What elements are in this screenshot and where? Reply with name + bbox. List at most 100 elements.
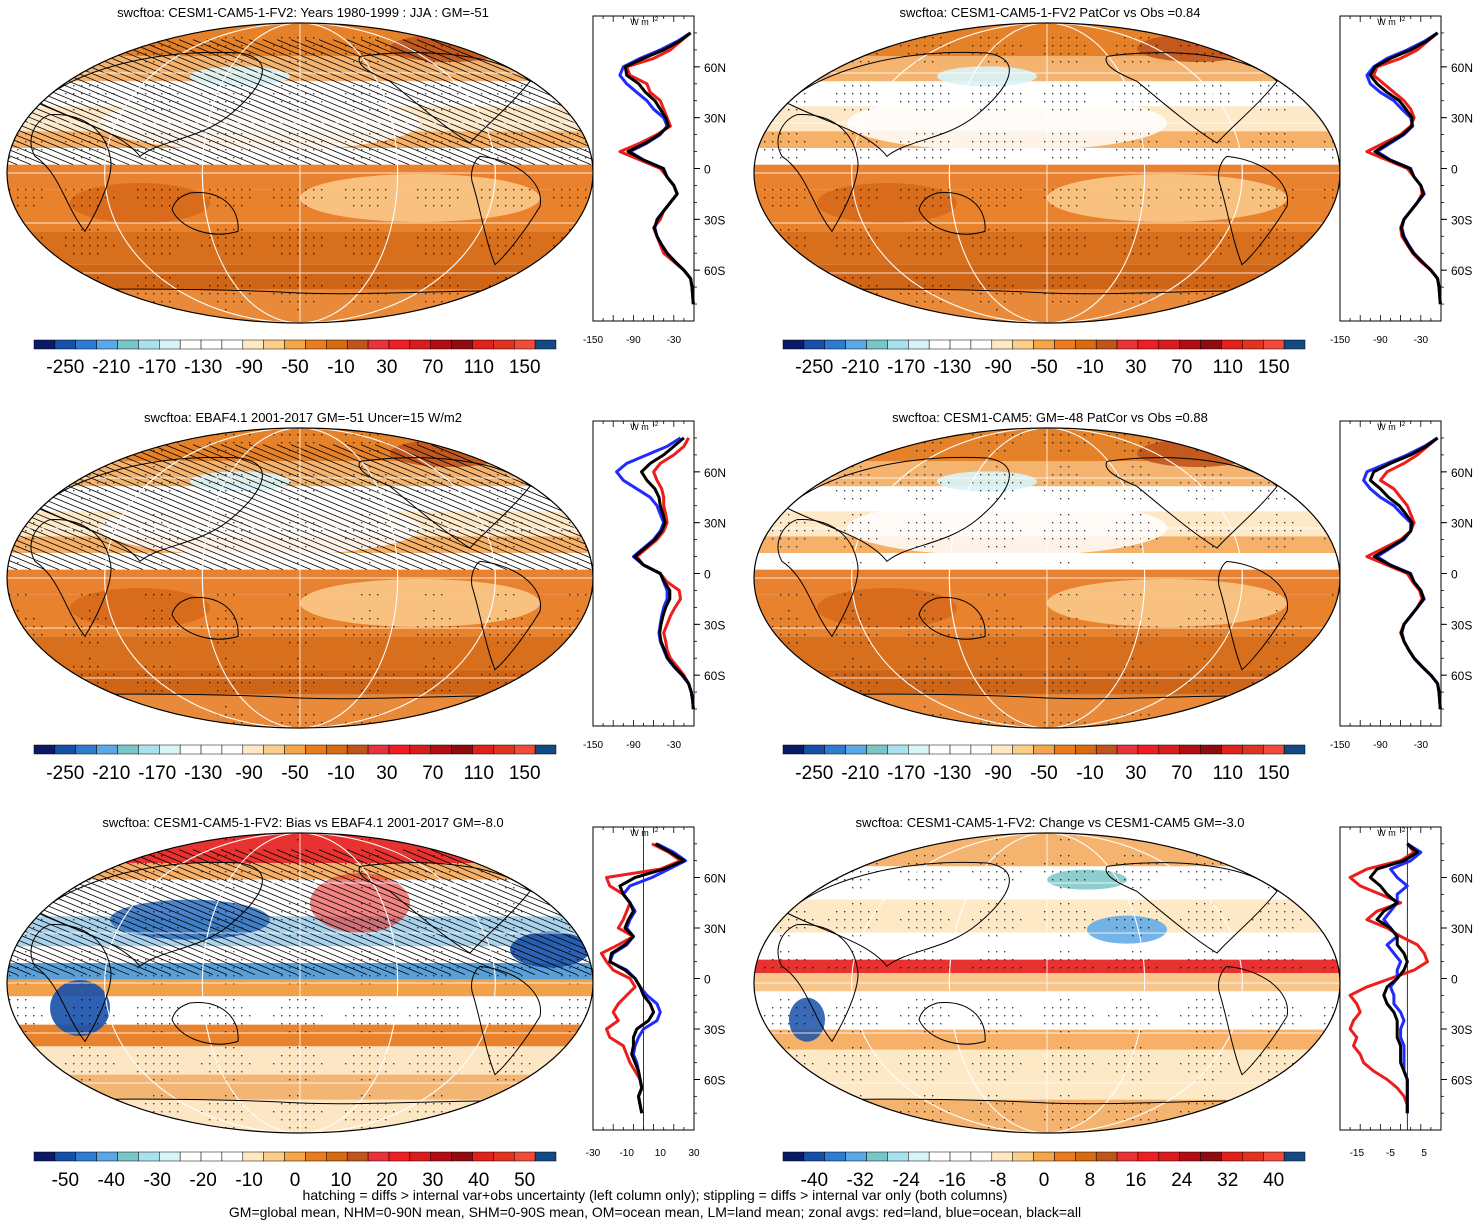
colorbar-swatch: [928, 339, 951, 350]
zonal-line-land: [618, 31, 695, 305]
zonal-line-all: [1368, 31, 1442, 305]
colorbar-swatch: [1033, 744, 1055, 755]
colorbar-label: -50: [281, 357, 308, 378]
coastline: [1105, 862, 1278, 954]
colorbar-swatch: [908, 339, 930, 350]
panel-title: swcftoa: CESM1-CAM5-1-FV2 PatCor vs Obs …: [900, 5, 1201, 20]
colorbar-swatch: [54, 1151, 77, 1162]
colorbar-swatch: [33, 339, 56, 350]
colorbar-label: -50: [281, 763, 308, 784]
colorbar-label: -10: [327, 763, 354, 784]
colorbar-label: -90: [235, 763, 262, 784]
colorbar-swatch: [866, 744, 888, 755]
colorbar-label: -10: [1076, 763, 1103, 784]
zonal-xtick-label: -150: [1330, 335, 1350, 346]
colorbar-swatch: [1116, 744, 1139, 755]
coastline: [518, 39, 553, 71]
colorbar-swatch: [96, 339, 118, 350]
colorbar-swatch: [221, 339, 244, 350]
colorbar-label: 20: [376, 1170, 397, 1191]
colorbar-label: -50: [1030, 357, 1057, 378]
zonal-ytick-label: 30N: [1451, 922, 1473, 936]
coastline: [471, 965, 541, 1076]
colorbar-swatch: [33, 1151, 56, 1162]
colorbar-swatch: [138, 1151, 160, 1162]
colorbar-swatch: [367, 1151, 390, 1162]
colorbar-label: -130: [184, 357, 222, 378]
zonal-unit-exp: -2: [653, 17, 659, 23]
colorbar-swatch: [305, 339, 327, 350]
colorbar-label: 30: [376, 357, 397, 378]
colorbar-label: -50: [1030, 763, 1057, 784]
colorbar-label: -10: [327, 357, 354, 378]
colorbar-label: -10: [235, 1170, 262, 1191]
zonal-ytick-label: 60N: [1451, 466, 1473, 480]
colorbar-label: -210: [841, 357, 879, 378]
zonal-line-all: [1368, 842, 1419, 1114]
zonal-line-land: [599, 842, 682, 1114]
zonal-ytick-label: 30S: [1451, 213, 1472, 227]
zonal-line-all: [1368, 436, 1442, 710]
colorbar-swatch: [159, 339, 181, 350]
colorbar-label: 32: [1217, 1170, 1238, 1191]
colorbar-label: -130: [933, 763, 971, 784]
coastline: [1218, 560, 1288, 671]
zonal-ytick-label: 60S: [1451, 1074, 1472, 1088]
panel-middle-right: swcftoa: CESM1-CAM5: GM=-48 PatCor vs Ob…: [753, 410, 1473, 784]
colorbar-swatch: [1054, 744, 1076, 755]
coastline: [1265, 849, 1300, 881]
colorbar-swatch: [159, 744, 181, 755]
colorbar-swatch: [1179, 339, 1201, 350]
zonal-ytick-label: 60S: [704, 1074, 725, 1088]
colorbar-label: -130: [184, 763, 222, 784]
colorbar-swatch: [534, 339, 557, 350]
coastline: [39, 456, 263, 563]
zonal-ytick-label: 0: [704, 973, 711, 987]
colorbar-swatch: [1095, 744, 1118, 755]
zonal-ytick-label: 60S: [704, 264, 725, 278]
colorbar-label: -90: [984, 763, 1011, 784]
colorbar-swatch: [1033, 339, 1055, 350]
colorbar-swatch: [1075, 339, 1097, 350]
colorbar-swatch: [159, 1151, 181, 1162]
zonal-ytick-label: 30N: [704, 517, 726, 531]
zonal-unit: W m: [630, 422, 649, 432]
zonal-ytick-label: 0: [1451, 568, 1458, 582]
stippling: [764, 839, 1340, 1129]
zonal-ytick-label: 30S: [704, 213, 725, 227]
colorbar-label: 70: [422, 357, 443, 378]
colorbar-swatch: [138, 339, 160, 350]
colorbar-label: 150: [509, 357, 541, 378]
hatching: [7, 39, 593, 166]
colorbar-swatch: [803, 1151, 826, 1162]
colorbar-swatch: [970, 339, 993, 350]
coastline: [358, 52, 531, 144]
colorbar-swatch: [346, 744, 369, 755]
colorbar-swatch: [179, 744, 202, 755]
coastline: [777, 519, 859, 638]
zonal-ytick-label: 60N: [704, 466, 726, 480]
colorbar-swatch: [263, 339, 285, 350]
zonal-xtick-label: -30: [1414, 740, 1429, 751]
colorbar-swatch: [1095, 1151, 1118, 1162]
zonal-ytick-label: 30N: [1451, 112, 1473, 126]
colorbar-swatch: [949, 339, 972, 350]
colorbar-label: -16: [938, 1170, 965, 1191]
colorbar-label: -250: [46, 763, 84, 784]
coastline: [786, 456, 1010, 563]
colorbar-label: 30: [1125, 357, 1146, 378]
colorbar-swatch: [493, 744, 515, 755]
colorbar-swatch: [991, 1151, 1013, 1162]
colorbar-swatch: [75, 339, 97, 350]
colorbar-label: -40: [98, 1170, 125, 1191]
colorbar-swatch: [326, 339, 348, 350]
panel-title: swcftoa: CESM1-CAM5: GM=-48 PatCor vs Ob…: [892, 410, 1208, 425]
colorbar-swatch: [534, 744, 557, 755]
colorbar-swatch: [803, 339, 826, 350]
colorbar-swatch: [1262, 744, 1285, 755]
colorbar-swatch: [346, 1151, 369, 1162]
colorbar-swatch: [513, 1151, 536, 1162]
colorbar-swatch: [908, 744, 930, 755]
colorbar-label: -170: [887, 763, 925, 784]
colorbar-swatch: [803, 744, 826, 755]
